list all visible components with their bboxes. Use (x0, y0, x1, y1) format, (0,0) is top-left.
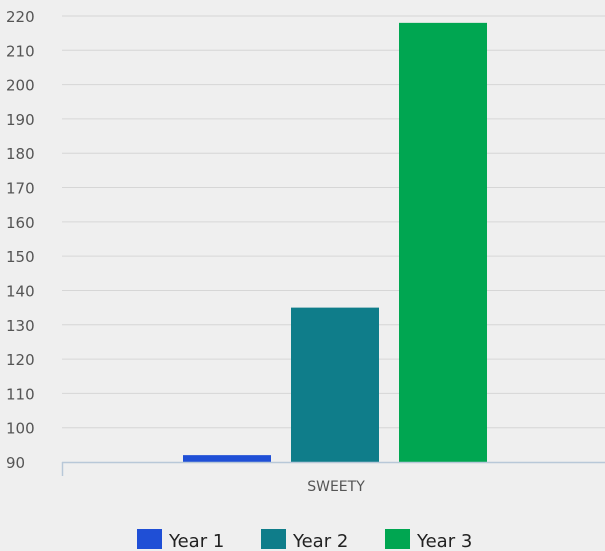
y-tick-label: 210 (6, 42, 35, 60)
legend-item[interactable]: Year 2 (261, 529, 348, 551)
y-tick-label: 140 (6, 282, 35, 300)
legend-label: Year 1 (168, 531, 224, 551)
legend-label: Year 3 (416, 531, 472, 551)
bar-year-3 (399, 22, 487, 462)
legend-swatch (261, 529, 286, 549)
y-tick-label: 110 (6, 385, 35, 403)
x-category-label: SWEETY (307, 479, 365, 495)
legend-label: Year 2 (292, 531, 348, 551)
y-tick-label: 200 (6, 77, 35, 95)
y-tick-label: 220 (6, 8, 35, 26)
y-tick-label: 130 (6, 317, 35, 335)
legend-swatch (385, 529, 410, 549)
y-tick-label: 180 (6, 145, 35, 163)
x-axis: SWEETY (61, 461, 605, 495)
y-tick-label: 120 (6, 351, 35, 369)
bar-year-1 (183, 455, 271, 462)
y-tick-label: 170 (6, 180, 35, 198)
legend-item[interactable]: Year 1 (137, 529, 224, 551)
y-tick-label: 150 (6, 248, 35, 266)
bars (183, 22, 487, 462)
y-tick-label: 190 (6, 111, 35, 129)
bar-year-2 (291, 307, 379, 462)
y-tick-label: 90 (6, 454, 25, 472)
gridlines (62, 15, 605, 429)
legend: Year 1 Year 2 Year 3 (137, 529, 472, 551)
y-axis-ticks: 90 100 110 120 130 140 150 160 170 180 190 200 210 22… (6, 8, 35, 472)
legend-swatch (137, 529, 162, 549)
y-tick-label: 160 (6, 214, 35, 232)
y-tick-label: 100 (6, 420, 35, 438)
legend-item[interactable]: Year 3 (385, 529, 472, 551)
